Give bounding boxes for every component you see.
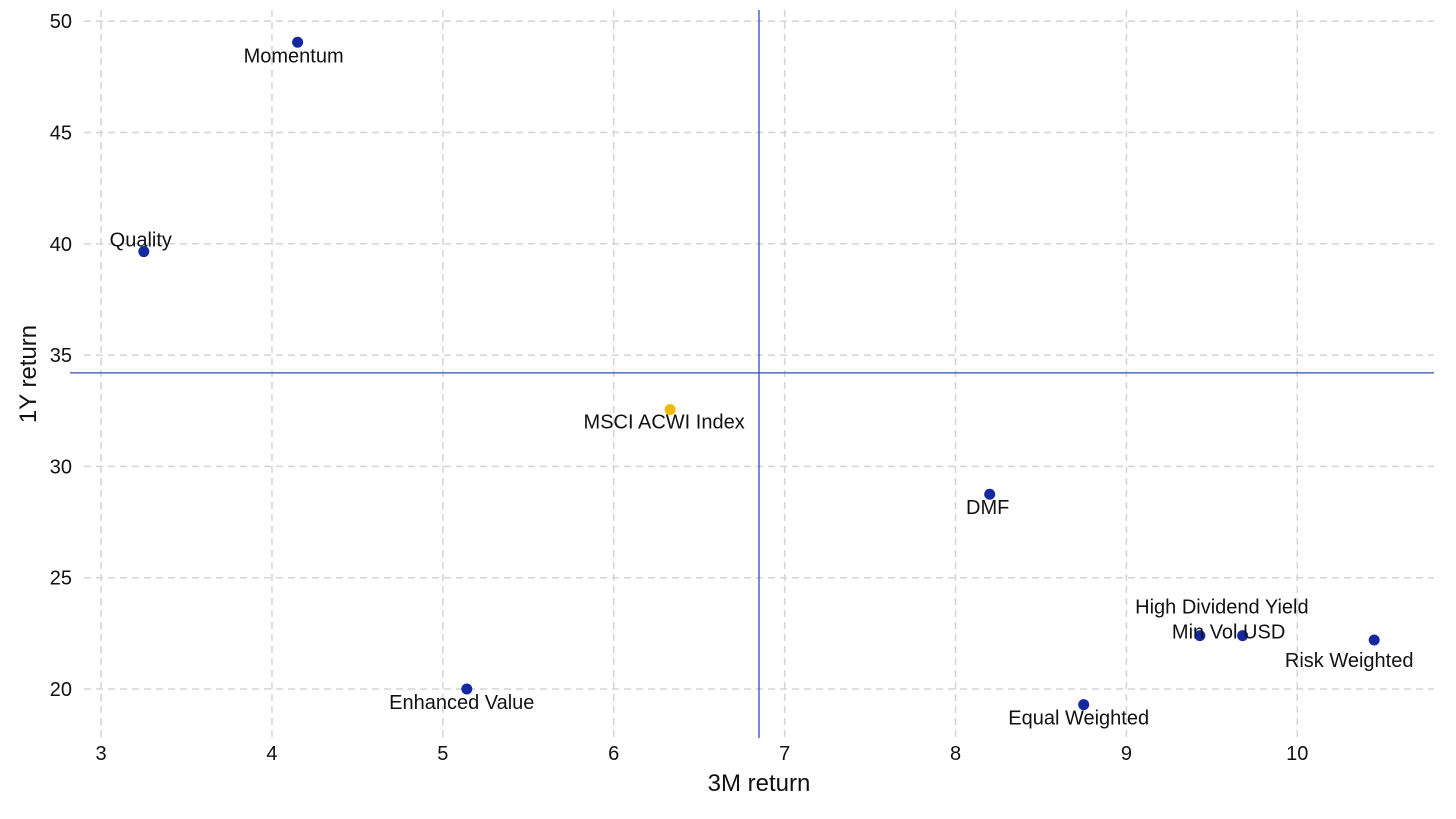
- data-point: [292, 36, 304, 48]
- data-point-label: DMF: [966, 497, 1009, 519]
- y-tick-label: 40: [50, 234, 72, 256]
- data-point: [1368, 634, 1380, 646]
- y-tick-label: 50: [50, 11, 72, 33]
- x-tick-label: 8: [950, 743, 961, 765]
- y-tick-label: 45: [50, 122, 72, 144]
- y-axis-title: 1Y return: [15, 325, 42, 423]
- data-point-label: Momentum: [244, 45, 344, 67]
- x-tick-label: 7: [779, 743, 790, 765]
- point-labels: Momentum Quality MSCI ACWI Index DMF High Di…: [110, 45, 1414, 729]
- x-tick-label: 5: [437, 743, 448, 765]
- y-tick-label: 20: [50, 679, 72, 701]
- data-point: [984, 488, 996, 500]
- y-tick-label: 30: [50, 456, 72, 478]
- data-point-label: Quality: [110, 230, 172, 252]
- x-axis-title: 3M return: [708, 770, 811, 797]
- data-point-label: Min Vol USD: [1172, 622, 1285, 644]
- data-point-label: Equal Weighted: [1008, 708, 1149, 730]
- x-tick-label: 6: [608, 743, 619, 765]
- data-point-label: High Dividend Yield: [1135, 597, 1308, 619]
- data-point: [461, 683, 473, 695]
- data-point: [1194, 630, 1206, 642]
- x-tick-label: 9: [1121, 743, 1132, 765]
- data-point-label: Enhanced Value: [389, 692, 534, 714]
- data-point-label: Risk Weighted: [1285, 650, 1414, 672]
- y-tick-label: 25: [50, 568, 72, 590]
- x-tick-label: 3: [96, 743, 107, 765]
- x-tick-label: 4: [266, 743, 277, 765]
- data-point-label: MSCI ACWI Index: [584, 412, 745, 434]
- x-tick-label: 10: [1286, 743, 1308, 765]
- data-points: [138, 36, 1380, 711]
- data-point: [138, 246, 150, 258]
- data-point: [664, 404, 676, 416]
- reference-lines: [70, 10, 1434, 738]
- y-tick-label: 35: [50, 345, 72, 367]
- data-point: [1078, 699, 1090, 711]
- data-point: [1237, 630, 1249, 642]
